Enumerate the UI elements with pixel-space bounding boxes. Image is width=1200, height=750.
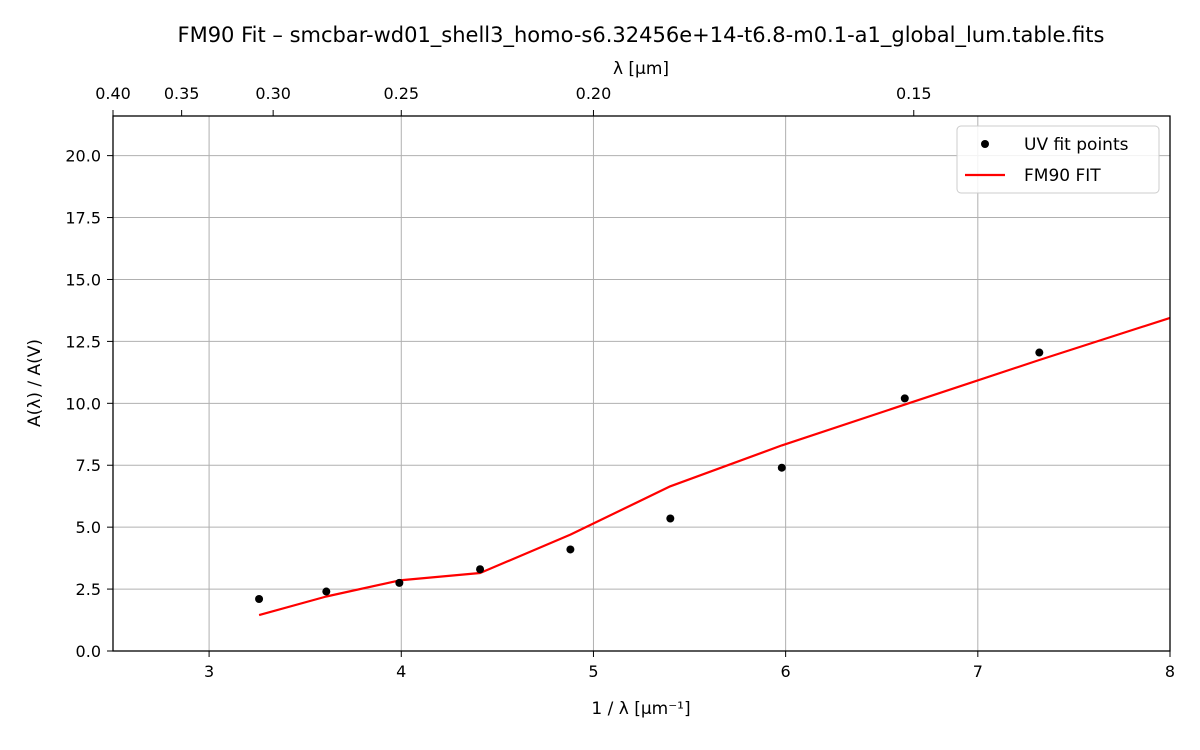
y-tick-label: 15.0 <box>65 270 101 289</box>
x-tick-label: 6 <box>781 662 791 681</box>
legend-box <box>956 125 1160 194</box>
top-axis-label: λ [μm] <box>613 59 669 79</box>
uv-fit-point <box>476 565 485 574</box>
y-tick-label: 10.0 <box>65 394 101 413</box>
y-tick-label: 0.0 <box>76 642 101 661</box>
top-tick-label: 0.15 <box>896 84 932 103</box>
chart-title: FM90 Fit – smcbar-wd01_shell3_homo-s6.32… <box>178 23 1105 48</box>
uv-fit-point <box>395 578 404 587</box>
x-tick-label: 5 <box>588 662 598 681</box>
legend: UV fit points FM90 FIT <box>956 125 1160 194</box>
y-tick-label: 12.5 <box>65 332 101 351</box>
plot-data <box>255 316 1171 617</box>
x-tick-label: 7 <box>973 662 983 681</box>
legend-marker-scatter <box>981 140 989 148</box>
top-tick-label: 0.20 <box>576 84 612 103</box>
legend-label-line: FM90 FIT <box>1024 166 1101 186</box>
uv-fit-point <box>566 545 575 554</box>
x-axis-label: 1 / λ [μm⁻¹] <box>591 699 690 719</box>
legend-label-scatter: UV fit points <box>1024 135 1129 155</box>
y-tick-label: 7.5 <box>76 456 101 475</box>
top-tick-label: 0.30 <box>255 84 291 103</box>
uv-fit-point <box>900 394 909 403</box>
y-tick-label: 17.5 <box>65 209 101 228</box>
grid-lines <box>113 116 1171 652</box>
uv-fit-point <box>777 463 786 472</box>
x-tick-label: 4 <box>396 662 406 681</box>
x-tick-label: 3 <box>204 662 214 681</box>
plot-frame <box>112 115 1171 652</box>
uv-fit-point <box>255 594 264 603</box>
y-tick-label: 5.0 <box>76 518 101 537</box>
y-tick-label: 20.0 <box>65 147 101 166</box>
top-tick-label: 0.40 <box>95 84 131 103</box>
fm90-fit-line <box>258 316 1171 617</box>
y-axis-label: A(λ) / A(V) <box>25 339 45 427</box>
uv-fit-point <box>666 514 675 523</box>
top-tick-label: 0.25 <box>383 84 419 103</box>
axis-ticks: 3 4 5 6 7 8 0.0 2.5 5.0 7.5 10.0 12.5 15.0 17.5 20.0 0.… <box>65 84 1175 681</box>
y-tick-label: 2.5 <box>76 580 101 599</box>
uv-fit-point <box>322 587 331 596</box>
x-tick-label: 8 <box>1165 662 1175 681</box>
top-tick-label: 0.35 <box>164 84 200 103</box>
uv-fit-point <box>1035 348 1044 357</box>
